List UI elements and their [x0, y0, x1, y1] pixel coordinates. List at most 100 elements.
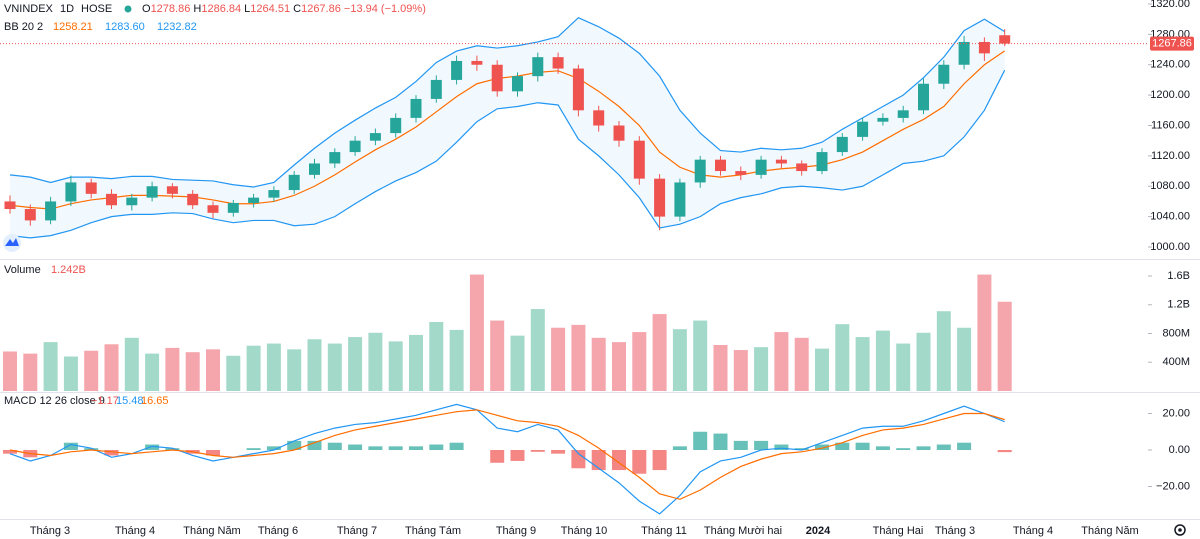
change: −13.94 (−1.09%) [344, 3, 426, 15]
gear-icon[interactable] [1174, 524, 1186, 536]
candle-body [735, 171, 747, 175]
bb-basis-value: 1258.21 [53, 21, 93, 33]
x-tick-label: Tháng 4 [1013, 525, 1053, 537]
y-tick-label: 1240.00 [1150, 59, 1190, 71]
macd-histogram-bar [327, 442, 342, 450]
candle-body [45, 201, 57, 221]
volume-bar [409, 334, 423, 391]
volume-bar [287, 349, 302, 391]
volume-bar [388, 341, 403, 391]
y-tick-label: 400M [1162, 356, 1190, 368]
candle-body [126, 197, 138, 206]
candle-body [85, 182, 97, 194]
candle-body [65, 182, 77, 202]
volume-legend: Volume 1.242B [4, 264, 86, 276]
macd-histogram-bar [206, 450, 220, 456]
macd-histogram-bar [104, 450, 119, 456]
ohlc-value: 1264.51 [250, 3, 290, 15]
logo-mark[interactable] [5, 238, 19, 246]
logo[interactable] [3, 234, 21, 252]
volume-bar [551, 327, 566, 391]
x-tick-label: Tháng Năm [1081, 525, 1138, 537]
candle-body [593, 110, 605, 126]
signal-value: 16.65 [141, 395, 169, 407]
candle-body [390, 117, 402, 134]
macd-histogram-bar [449, 442, 464, 450]
macd-value: 15.48 [116, 395, 144, 407]
macd-legend: MACD 12 26 close 9 −1.17 15.48 16.65 [4, 395, 169, 407]
macd-histogram-bar [429, 444, 444, 450]
gear-center[interactable] [1178, 528, 1182, 532]
macd-histogram-bar [632, 450, 647, 474]
volume-bar [307, 339, 322, 391]
bb-upper-value: 1283.60 [105, 21, 145, 33]
candle-body [491, 64, 503, 92]
candle-body [572, 68, 584, 111]
volume-bar [63, 356, 78, 391]
ohlc-letter: O [142, 3, 151, 15]
volume-bar [835, 324, 850, 391]
y-tick-label: 1000.00 [1150, 241, 1190, 253]
indicator-name: BB 20 2 [4, 21, 43, 33]
candle-body [999, 35, 1011, 44]
volume-bar [571, 324, 586, 391]
candle-body [146, 186, 158, 198]
candle-body [674, 182, 686, 217]
candle-body [349, 140, 361, 153]
candle-body [654, 178, 666, 217]
last-price-label: 1267.86 [1152, 38, 1192, 50]
volume-bar [206, 349, 220, 391]
interval: 1D [60, 3, 74, 15]
bb-fill [10, 17, 1005, 238]
symbol-legend: VNINDEX 1D HOSE O1278.86 H1286.84 L1264.… [4, 3, 426, 15]
macd-histogram-bar [409, 446, 423, 450]
last-price-tag [1150, 36, 1194, 51]
macd-histogram-bar [348, 444, 363, 450]
macd-histogram-bar [875, 446, 890, 450]
volume-bar [23, 353, 38, 391]
candle-body [836, 136, 848, 153]
y-tick-label: 1160.00 [1151, 119, 1190, 131]
x-tick-label: Tháng Hai [873, 525, 924, 537]
macd-histogram-bar [612, 450, 626, 471]
bb-legend: BB 20 2 1258.21 1283.60 1232.82 [4, 21, 197, 33]
macd-histogram-bar [916, 446, 931, 450]
symbol: VNINDEX [4, 3, 54, 15]
macd-histogram-bar [145, 444, 160, 450]
macd-histogram-bar [63, 442, 78, 450]
candle-body [552, 57, 564, 69]
settings-button[interactable] [1174, 524, 1186, 536]
volume-bar [368, 332, 383, 391]
volume-bar [104, 344, 119, 391]
candle-body [715, 159, 726, 172]
volume-bar [165, 347, 180, 391]
volume-bar [733, 350, 748, 391]
volume-bar [855, 337, 870, 391]
candle-body [329, 152, 341, 164]
candle-body [796, 163, 808, 172]
macd-histogram-bar [815, 444, 829, 450]
volume-bar [3, 351, 17, 391]
volume-bar [348, 337, 363, 391]
volume-bar [754, 347, 769, 391]
candle-body [207, 205, 219, 213]
macd-histogram-bar [835, 442, 850, 450]
y-tick-label: 1080.00 [1150, 180, 1190, 192]
macd-histogram-bar [794, 448, 809, 450]
ohlc-value: 1286.84 [201, 3, 241, 15]
volume-bar [612, 342, 626, 391]
candle-body [532, 57, 544, 77]
volume-bar [957, 327, 972, 391]
macd-histogram-bar [266, 446, 281, 450]
candle-body [633, 140, 645, 179]
volume-bar [713, 345, 728, 391]
macd-histogram-bar [896, 448, 911, 450]
macd-histogram-bar [368, 446, 383, 450]
volume-bar [226, 355, 241, 391]
volume-bar [266, 343, 281, 391]
macd-histogram-bar [551, 450, 566, 454]
ohlc-value: 1267.86 [301, 3, 341, 15]
volume-bar [145, 353, 160, 391]
x-tick-label: Tháng 10 [561, 525, 607, 537]
